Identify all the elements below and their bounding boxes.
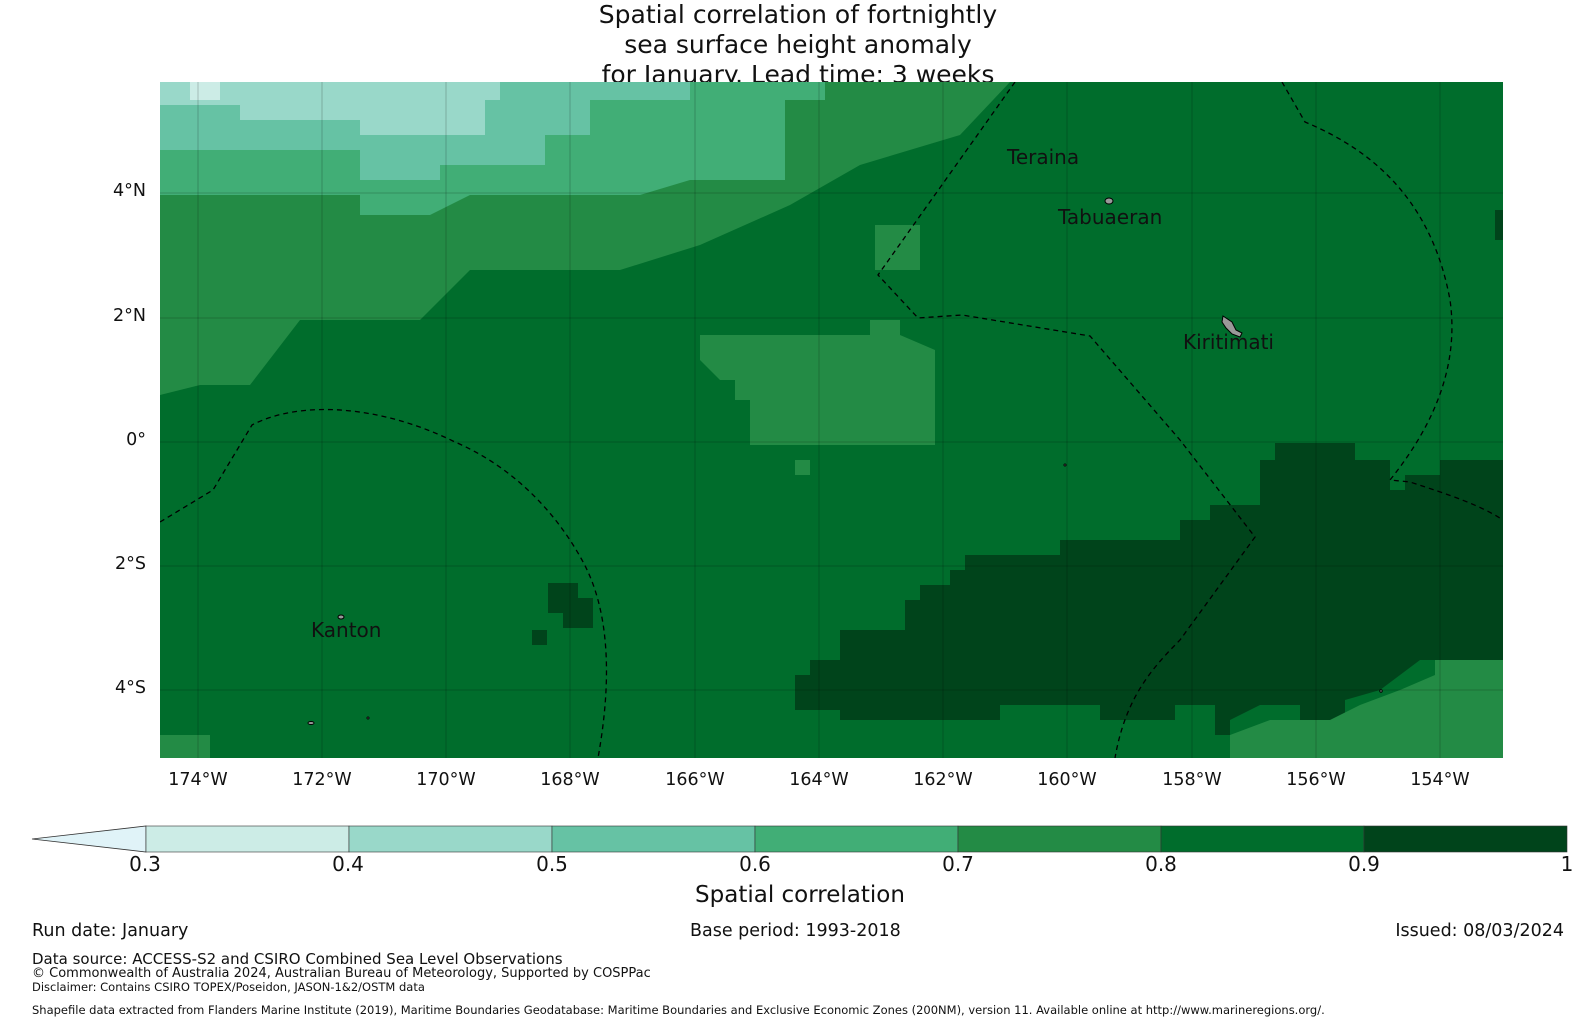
colorbar-tick-0.3: 0.3 xyxy=(129,852,161,876)
colorbar-tick-0.4: 0.4 xyxy=(332,852,364,876)
lon-label-166w: 166°W xyxy=(665,770,725,790)
lat-label-2n: 2°N xyxy=(113,306,146,326)
colorbar-segment xyxy=(957,825,1162,853)
lat-label-2s: 2°S xyxy=(115,554,146,574)
lat-label-0: 0° xyxy=(126,430,146,450)
colorbar-tick-0.7: 0.7 xyxy=(942,852,974,876)
kiritimati-island xyxy=(1221,315,1243,338)
lat-label-4n: 4°N xyxy=(113,181,146,201)
field-0.3-0.4 xyxy=(190,82,220,100)
colorbar-segment xyxy=(145,825,350,853)
colorbar-extend-min xyxy=(31,825,147,853)
lat-label-4s: 4°S xyxy=(115,678,146,698)
colorbar-segment xyxy=(348,825,553,853)
colorbar-segment xyxy=(754,825,959,853)
graticule xyxy=(160,82,1503,758)
colorbar-segment xyxy=(1160,825,1365,853)
kanton-island xyxy=(337,614,345,620)
lon-label-164w: 164°W xyxy=(789,770,849,790)
place-tabuaeran: Tabuaeran xyxy=(1058,205,1163,229)
islands xyxy=(307,197,1383,725)
run-date: Run date: January xyxy=(32,921,189,941)
colorbar-tick-1: 1 xyxy=(1560,852,1574,876)
eez-boundary-line-islands-west xyxy=(877,82,1256,758)
correlation-field xyxy=(160,82,1503,758)
lon-label-156w: 156°W xyxy=(1286,770,1346,790)
title-line-2: sea surface height anomaly xyxy=(624,30,972,59)
colorbar-tick-0.9: 0.9 xyxy=(1348,852,1380,876)
eez-boundary-kiritimati xyxy=(1281,82,1503,521)
colorbar xyxy=(31,825,1568,853)
lon-label-162w: 162°W xyxy=(913,770,973,790)
eez-boundaries xyxy=(160,82,1503,758)
place-kanton: Kanton xyxy=(311,618,382,642)
colorbar-tick-0.6: 0.6 xyxy=(739,852,771,876)
colorbar-tick-0.5: 0.5 xyxy=(536,852,568,876)
tabuaeran-island xyxy=(1104,197,1114,205)
data-source: Data source: ACCESS-S2 and CSIRO Combine… xyxy=(32,950,563,968)
lon-label-170w: 170°W xyxy=(416,770,476,790)
eez-boundary-kanton xyxy=(160,408,608,758)
shapefile-credit: Shapefile data extracted from Flanders M… xyxy=(32,1003,1325,1017)
field-0.4-0.5 xyxy=(160,82,500,135)
lon-label-168w: 168°W xyxy=(540,770,600,790)
place-kiritimati: Kiritimati xyxy=(1183,330,1274,354)
colorbar-tick-0.8: 0.8 xyxy=(1145,852,1177,876)
lon-label-174w: 174°W xyxy=(168,770,228,790)
place-teraina: Teraina xyxy=(1007,145,1080,169)
copyright: © Commonwealth of Australia 2024, Austra… xyxy=(32,966,651,981)
lon-label-154w: 154°W xyxy=(1410,770,1470,790)
lon-label-158w: 158°W xyxy=(1162,770,1222,790)
colorbar-segment xyxy=(1363,825,1568,853)
field-0.7-0.8-south xyxy=(160,735,210,758)
field-0.9-1 xyxy=(795,443,1503,758)
colorbar-label: Spatial correlation xyxy=(695,882,905,908)
issued-date: Issued: 08/03/2024 xyxy=(1395,921,1564,941)
lon-label-172w: 172°W xyxy=(292,770,352,790)
base-period: Base period: 1993-2018 xyxy=(690,921,901,941)
disclaimer: Disclaimer: Contains CSIRO TOPEX/Poseido… xyxy=(32,980,425,994)
lon-label-160w: 160°W xyxy=(1037,770,1097,790)
title-line-1: Spatial correlation of fortnightly xyxy=(598,0,998,29)
colorbar-segment xyxy=(551,825,756,853)
field-0.7-0.8-central xyxy=(700,320,935,445)
